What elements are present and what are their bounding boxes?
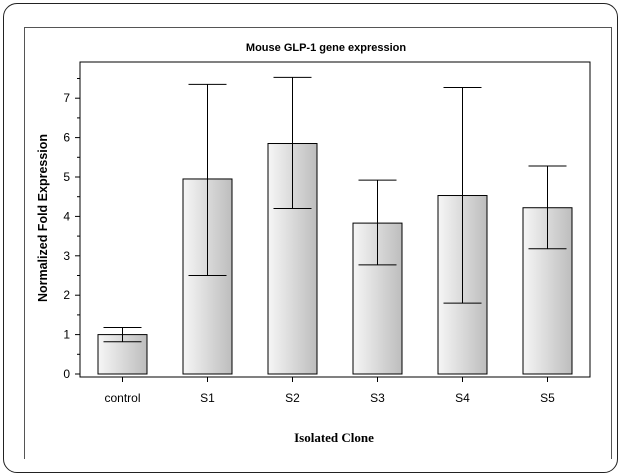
x-tick-label: S1 [200, 391, 215, 405]
y-tick-label: 0 [63, 367, 70, 381]
y-tick-label: 3 [63, 249, 70, 263]
x-axis: control S1 S2 S3 S4 S5 [104, 377, 555, 405]
bar-chart: Mouse GLP-1 gene expression Normalized F… [36, 42, 591, 445]
x-tick-label: S5 [540, 391, 555, 405]
y-tick-label: 4 [63, 209, 70, 223]
x-tick-label: S3 [370, 391, 385, 405]
x-tick-label: S4 [455, 391, 470, 405]
y-tick-label: 1 [63, 328, 70, 342]
x-tick-label: control [104, 391, 140, 405]
bars-group [97, 143, 573, 375]
y-tick-label: 2 [63, 288, 70, 302]
x-tick-label: S2 [285, 391, 300, 405]
chart-title: Mouse GLP-1 gene expression [246, 42, 406, 54]
y-axis: 0 1 2 3 4 5 6 7 [63, 78, 80, 381]
x-axis-label: Isolated Clone [294, 430, 374, 445]
plot-area [79, 61, 591, 378]
y-tick-label: 6 [63, 131, 70, 145]
y-tick-label: 5 [63, 170, 70, 184]
y-tick-label: 7 [63, 91, 70, 105]
chart-panel [24, 27, 612, 459]
error-bars-group [103, 76, 567, 343]
y-axis-label: Normalized Fold Expression [36, 134, 50, 302]
